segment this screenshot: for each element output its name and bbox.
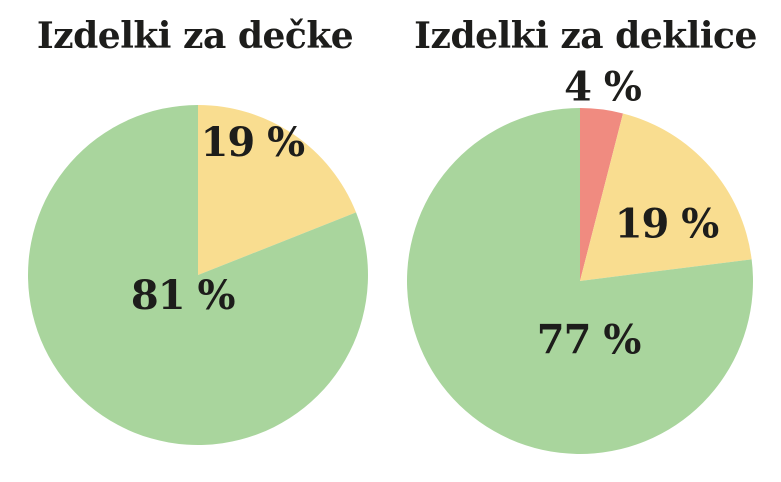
pie-slice: [198, 105, 357, 275]
chart-title-right: Izdelki za deklice: [414, 15, 757, 57]
pie-slice: [580, 108, 624, 281]
pie-slice: [407, 108, 754, 455]
pie-slice: [580, 113, 752, 281]
slice-label: 77 %: [537, 316, 642, 363]
slice-label: 19 %: [615, 200, 720, 247]
pie-slice: [27, 104, 368, 445]
pie-left: 19 % 81 %: [27, 104, 368, 445]
slice-label: 19 %: [201, 119, 306, 166]
chart-title-left: Izdelki za dečke: [36, 15, 354, 57]
slice-label: 81 %: [131, 272, 236, 319]
pie-right: 4 % 19 % 77 %: [407, 64, 754, 455]
slice-label-outside: 4 %: [564, 64, 642, 111]
